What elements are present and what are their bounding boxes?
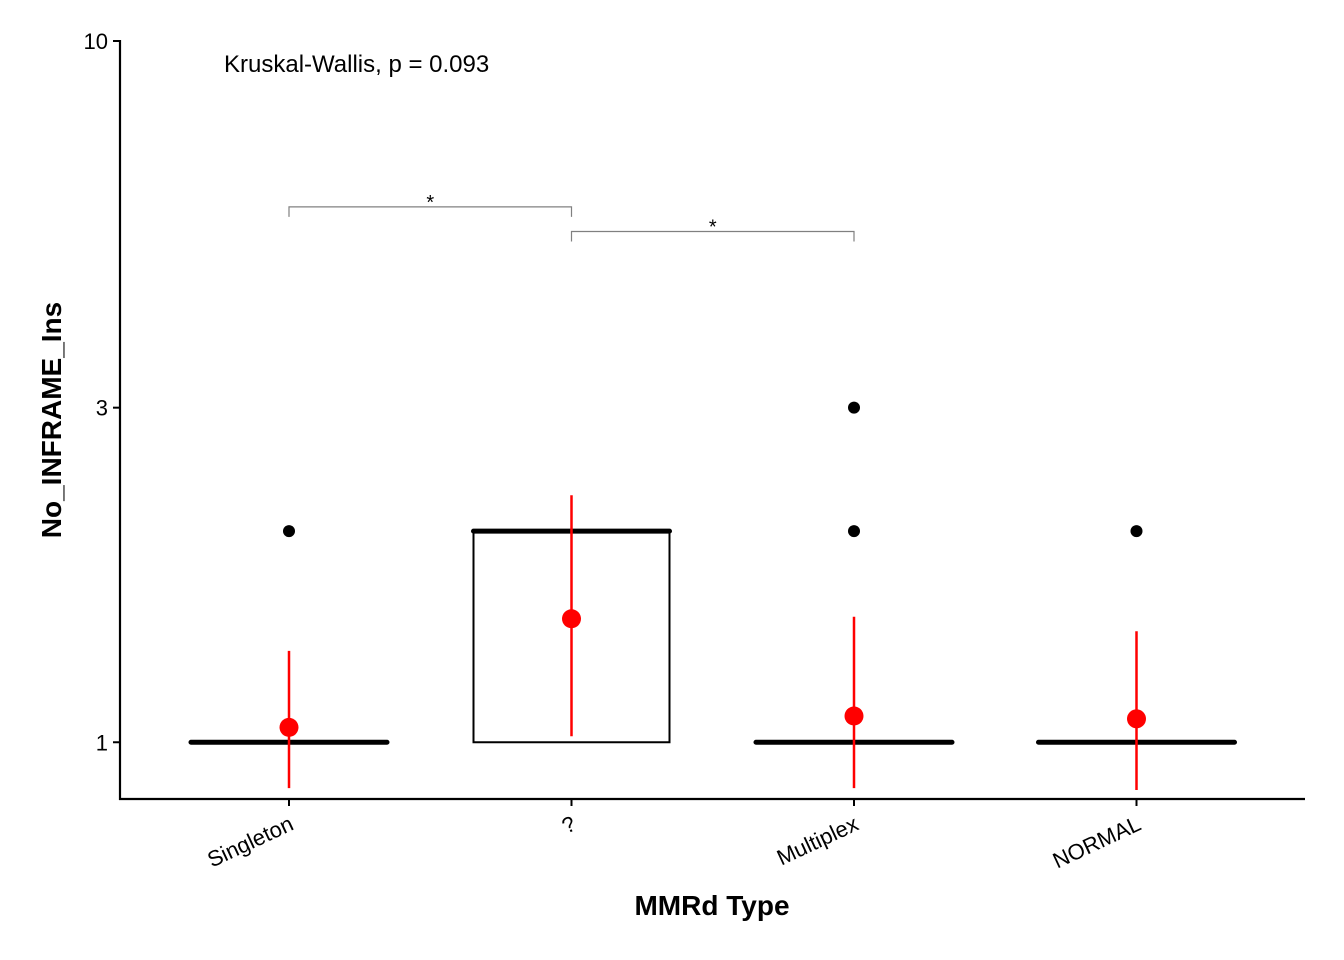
axes: 1 3 10 Singleton? Multiplex NORMAL <box>84 29 1145 873</box>
kruskal-wallis-annotation: Kruskal-Wallis, p = 0.093 <box>224 51 489 78</box>
mean-point <box>279 717 299 737</box>
outlier-point <box>848 401 860 414</box>
x-tick-label: Multiplex <box>773 811 862 870</box>
significance-bracket <box>288 206 573 217</box>
mean-point <box>844 706 864 726</box>
x-tick-label: ? <box>558 811 580 839</box>
outlier-point <box>283 525 295 538</box>
mean-point <box>1127 709 1146 729</box>
y-tick-label: 10 <box>84 29 108 54</box>
plot-area: ** <box>188 192 1237 790</box>
y-tick-label: 1 <box>96 730 108 755</box>
x-tick-label: NORMAL <box>1049 811 1145 873</box>
significance-bracket <box>570 230 855 242</box>
y-axis-title: No_INFRAME_Ins <box>36 302 67 538</box>
x-axis-title: MMRd Type <box>634 890 789 921</box>
outlier-point <box>1130 525 1143 538</box>
x-tick-label: Singleton <box>203 811 297 872</box>
mean-point <box>562 609 581 629</box>
significance-label: * <box>709 216 717 238</box>
significance-label: * <box>426 192 434 214</box>
y-tick-label: 3 <box>96 396 108 421</box>
outlier-point <box>848 525 860 538</box>
